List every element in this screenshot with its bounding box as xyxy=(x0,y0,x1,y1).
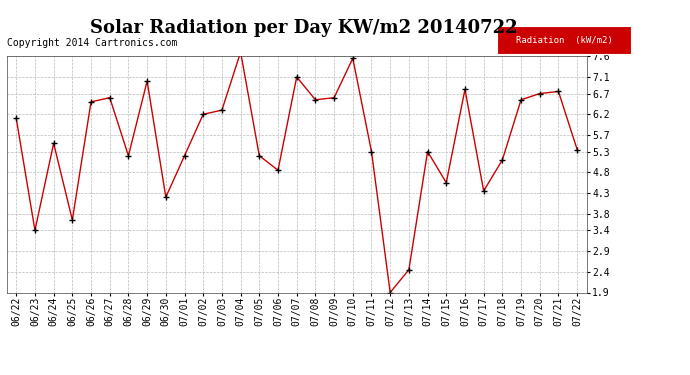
Text: Solar Radiation per Day KW/m2 20140722: Solar Radiation per Day KW/m2 20140722 xyxy=(90,19,518,37)
Text: Copyright 2014 Cartronics.com: Copyright 2014 Cartronics.com xyxy=(7,38,177,48)
Text: Radiation  (kW/m2): Radiation (kW/m2) xyxy=(515,36,613,45)
